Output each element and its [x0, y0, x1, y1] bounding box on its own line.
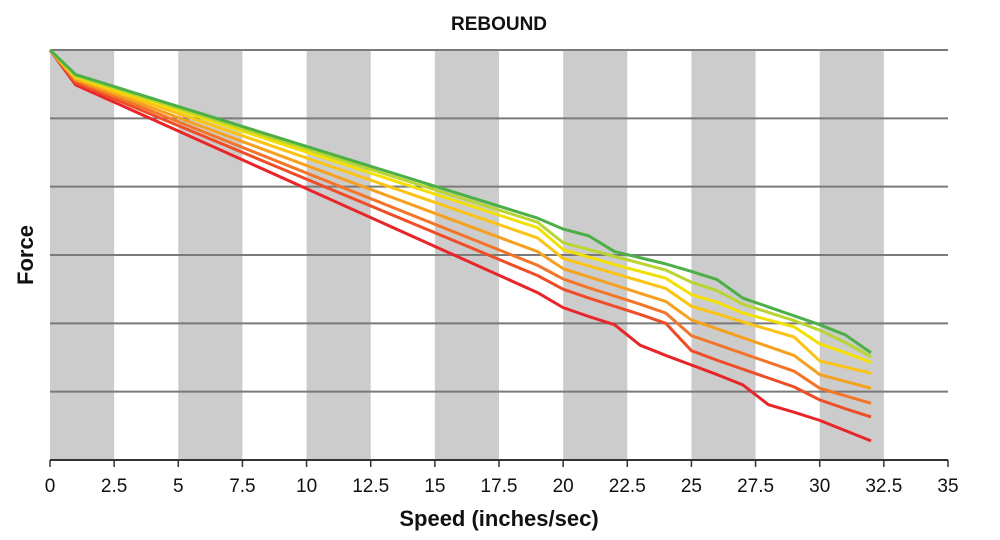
x-tick-label: 30: [809, 476, 830, 497]
series-line: [48, 49, 872, 443]
x-tick-label: 2.5: [101, 476, 127, 497]
x-tick-label: 12.5: [352, 476, 389, 497]
series-line: [48, 49, 872, 405]
series-line: [48, 48, 872, 375]
series-line: [48, 49, 872, 390]
x-tick-label: 32.5: [865, 476, 902, 497]
x-tick-label: 25: [681, 476, 702, 497]
x-axis-title: Speed (inches/sec): [399, 506, 598, 531]
x-tick-label: 17.5: [481, 476, 518, 497]
series-line: [48, 48, 872, 354]
series-line: [48, 49, 872, 419]
series-line: [48, 48, 872, 359]
series-line: [48, 48, 872, 364]
x-tick-label: 0: [45, 476, 56, 497]
chart-title: REBOUND: [451, 14, 547, 35]
x-tick-label: 5: [173, 476, 184, 497]
x-tick-label: 22.5: [609, 476, 646, 497]
x-tick-label: 35: [937, 476, 958, 497]
x-tick-label: 15: [424, 476, 445, 497]
x-tick-label: 20: [553, 476, 574, 497]
x-tick-label: 27.5: [737, 476, 774, 497]
x-tick-label: 7.5: [229, 476, 255, 497]
y-axis-title: Force: [13, 225, 38, 285]
x-tick-label: 10: [296, 476, 317, 497]
